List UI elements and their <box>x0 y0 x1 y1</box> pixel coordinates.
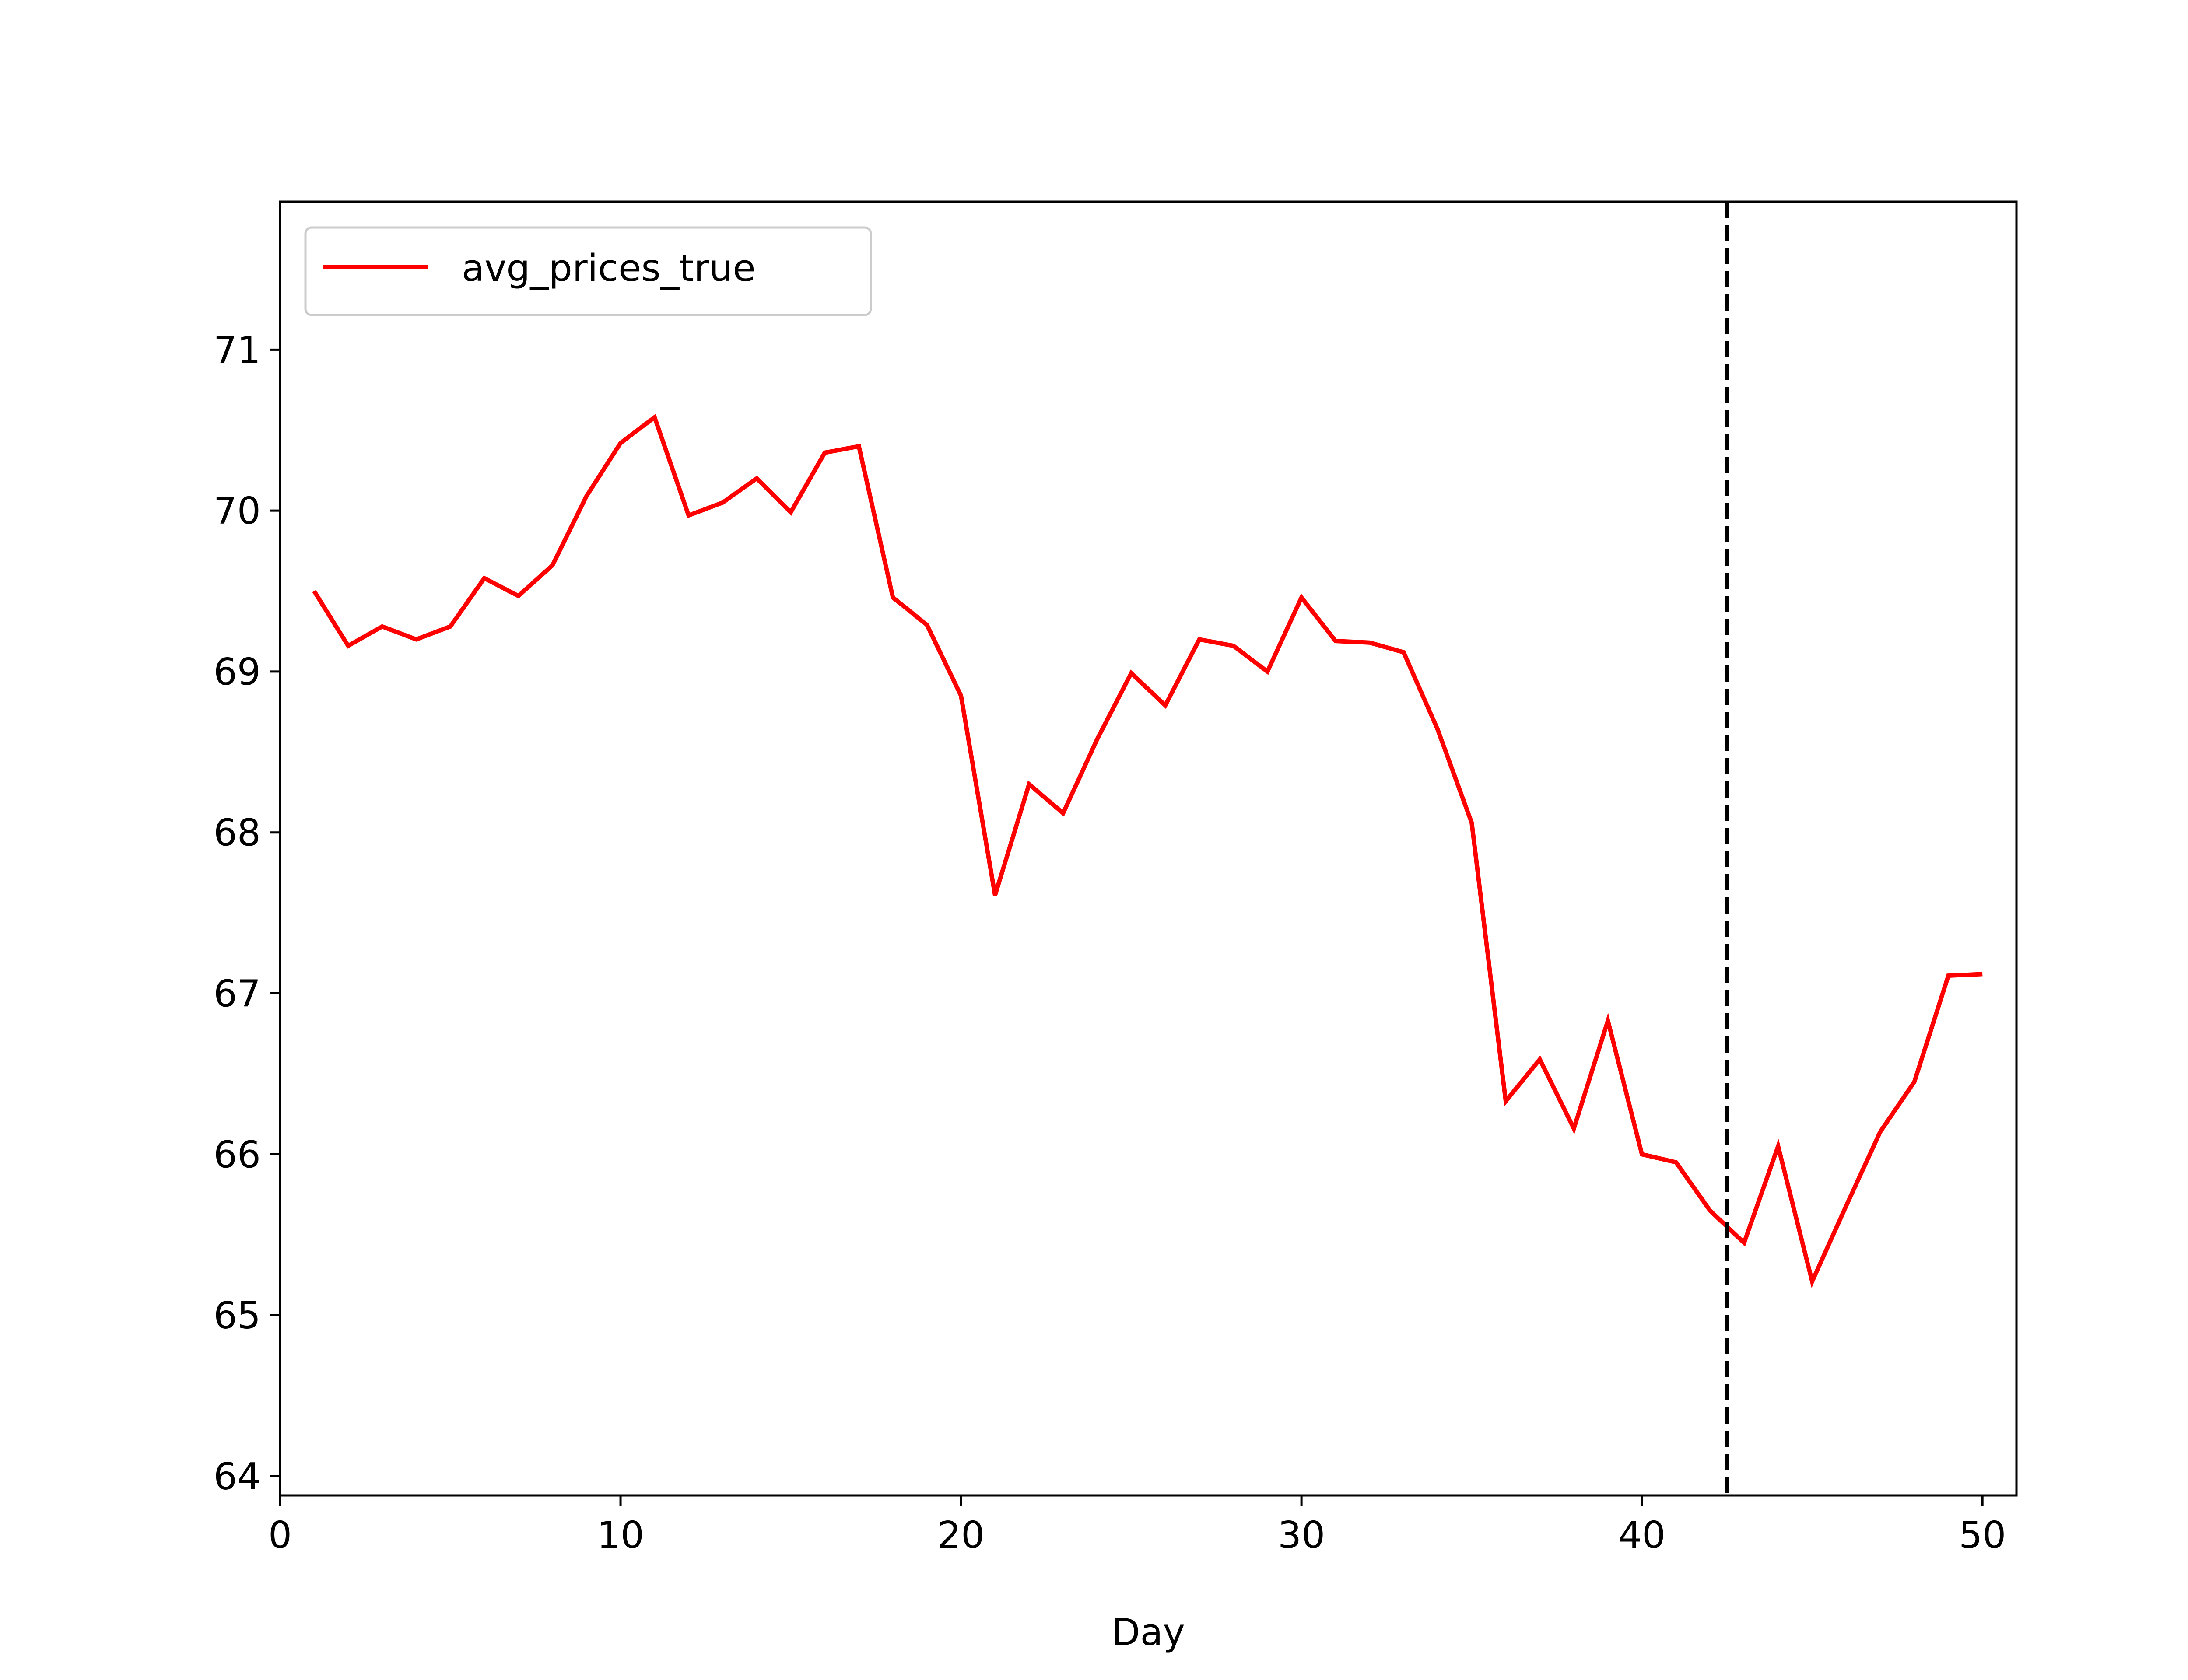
axis-ticks: 0 10 20 30 40 50 64 65 66 67 68 69 70 71 <box>214 329 2006 1557</box>
y-tick-label: 69 <box>214 651 261 694</box>
x-tick-label: 50 <box>1959 1514 2006 1557</box>
x-tick-label: 40 <box>1618 1514 1666 1557</box>
x-tick-label: 0 <box>268 1514 292 1557</box>
legend-label: avg_prices_true <box>462 247 756 290</box>
series-line-avg_prices_true <box>312 413 1983 1288</box>
legend-box <box>304 226 872 316</box>
legend: avg_prices_true <box>304 226 872 316</box>
x-tick-label: 10 <box>597 1514 644 1557</box>
x-axis-label: Day <box>1112 1611 1185 1654</box>
plot-area <box>312 202 1983 1495</box>
y-tick-label: 66 <box>214 1133 261 1176</box>
x-tick-label: 30 <box>1278 1514 1325 1557</box>
y-tick-label: 70 <box>214 490 261 533</box>
y-tick-label: 71 <box>214 329 261 372</box>
y-tick-label: 68 <box>214 812 261 855</box>
plot-frame <box>279 200 2018 1497</box>
y-tick-label: 64 <box>214 1455 261 1498</box>
x-tick-label: 20 <box>937 1514 985 1557</box>
y-tick-label: 65 <box>214 1294 261 1337</box>
y-tick-label: 67 <box>214 973 261 1016</box>
